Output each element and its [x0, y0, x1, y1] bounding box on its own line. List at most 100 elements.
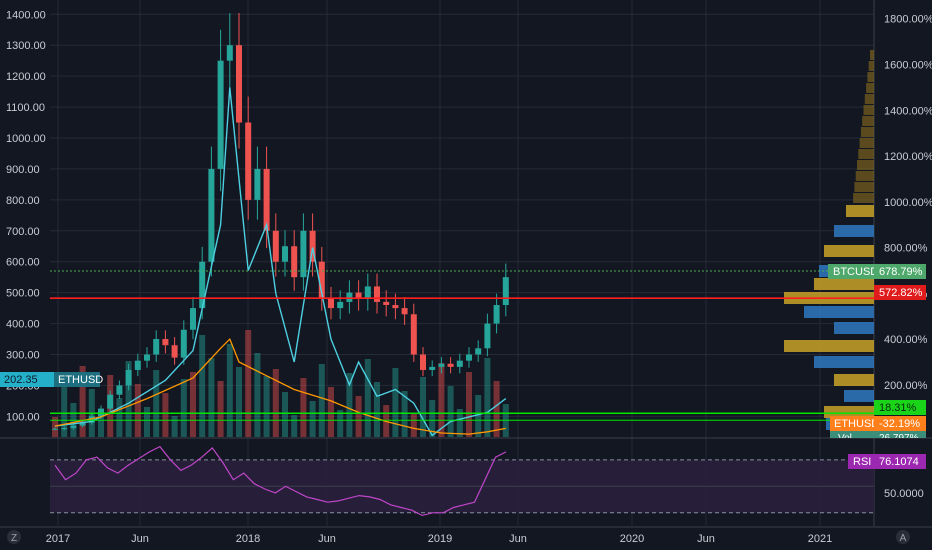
volume-bar — [125, 361, 132, 437]
y-right-tick: 1200.00% — [884, 151, 932, 163]
volume-profile-bar-top — [855, 171, 874, 181]
y-left-tick: 300.00 — [6, 349, 40, 361]
y-left-tick: 700.00 — [6, 226, 40, 238]
candle-body — [226, 45, 233, 61]
candle-body — [153, 339, 160, 355]
volume-bar — [466, 372, 472, 437]
candle-body — [300, 230, 307, 278]
cut-value-text: 26.797% — [879, 433, 919, 444]
candle-body — [364, 286, 371, 299]
candle-body — [162, 339, 169, 346]
rsi-tag — [848, 454, 874, 469]
rsi-value-tag — [874, 454, 926, 469]
y-right-tick: 200.00% — [884, 380, 928, 392]
volume-bar — [272, 369, 279, 437]
candle-body — [456, 360, 463, 367]
volume-profile-bar-top — [862, 116, 874, 126]
volume-bar — [355, 396, 362, 437]
volume-bar — [199, 335, 206, 437]
y-right-tick: 1000.00% — [884, 197, 932, 209]
candle-body — [401, 308, 408, 315]
volume-bar — [79, 366, 86, 437]
candle-body — [282, 246, 288, 262]
candle-body — [208, 168, 215, 262]
volume-bar — [236, 367, 242, 437]
y-left-tick: 1100.00 — [6, 102, 45, 114]
ethusd-tag — [830, 416, 874, 431]
volume-bar — [217, 381, 224, 437]
y-left-tick: 1400.00 — [6, 9, 46, 21]
volume-bar — [144, 407, 150, 437]
volume-bar — [410, 414, 417, 437]
volume-profile-bar — [834, 374, 874, 386]
candle-body — [134, 360, 141, 370]
volume-bar — [226, 344, 233, 437]
x-axis-tick: Jun — [697, 533, 715, 545]
candle-body — [502, 277, 509, 306]
candle-body — [337, 301, 344, 309]
volume-bar — [52, 417, 58, 437]
volume-profile-bar-top — [859, 138, 874, 148]
log-scale-button[interactable] — [7, 530, 21, 544]
candle-body — [245, 122, 252, 200]
y-left-tick: 600.00 — [6, 257, 40, 269]
volume-bar — [180, 379, 187, 437]
candle-body — [355, 292, 362, 299]
candle-body — [493, 305, 500, 324]
volume-profile-bar — [814, 278, 874, 290]
candle-body — [374, 286, 380, 302]
candle-body — [107, 394, 114, 409]
candle-body — [346, 292, 353, 302]
candle-body — [420, 354, 426, 370]
y-right-tick: 1400.00% — [884, 105, 932, 117]
volume-bar — [392, 368, 399, 437]
ethusd-pct-text: -32.19% — [879, 418, 920, 430]
candle-body — [199, 261, 206, 309]
volume-bar — [291, 415, 298, 437]
volume-bar — [61, 380, 68, 437]
candle-body — [291, 246, 298, 278]
volume-bar — [374, 382, 380, 437]
y-right-tick: 1600.00% — [884, 60, 932, 72]
ethusd-pct-tag — [874, 416, 926, 431]
y-right-tick: 800.00% — [884, 243, 928, 255]
volume-profile-bar-top — [867, 72, 874, 82]
red-pct-tag — [874, 285, 926, 300]
rsi-tag-text: RSI — [853, 456, 871, 468]
candle-body — [190, 308, 196, 330]
candle-body — [410, 314, 417, 355]
volume-bar — [171, 416, 178, 437]
volume-profile-bar-top — [857, 160, 874, 170]
auto-scale-button[interactable] — [896, 530, 910, 544]
x-axis-tick: Jun — [131, 533, 149, 545]
volume-profile-bar — [834, 322, 874, 334]
volume-bar — [309, 401, 316, 437]
candle-body — [125, 369, 132, 386]
volume-profile-bar — [834, 225, 874, 237]
candle-body — [180, 329, 187, 358]
y-right-tick: 400.00% — [884, 334, 928, 346]
volume-profile-bar-top — [860, 127, 874, 137]
ethusd-tag-text: ETHUSD — [834, 418, 879, 430]
cut-value-tag — [874, 431, 926, 438]
volume-profile-bar — [784, 340, 874, 352]
candle-body — [328, 298, 334, 309]
btcusd-pct-tag — [874, 264, 926, 279]
y-left-tick: 900.00 — [6, 164, 40, 176]
candle-body — [144, 354, 150, 361]
cut-tag — [830, 431, 874, 438]
green-pct-tag — [874, 400, 926, 415]
corner-right-text: A — [900, 533, 907, 544]
volume-bar — [190, 372, 196, 437]
left-symbol-tag — [54, 372, 100, 387]
volume-bar — [346, 373, 353, 437]
volume-bar — [429, 400, 436, 437]
volume-profile-bar-top — [853, 193, 874, 203]
x-axis-tick: 2020 — [620, 533, 644, 545]
candle-body — [309, 230, 316, 262]
y-left-tick: 1300.00 — [6, 40, 46, 52]
volume-bar — [447, 386, 454, 437]
